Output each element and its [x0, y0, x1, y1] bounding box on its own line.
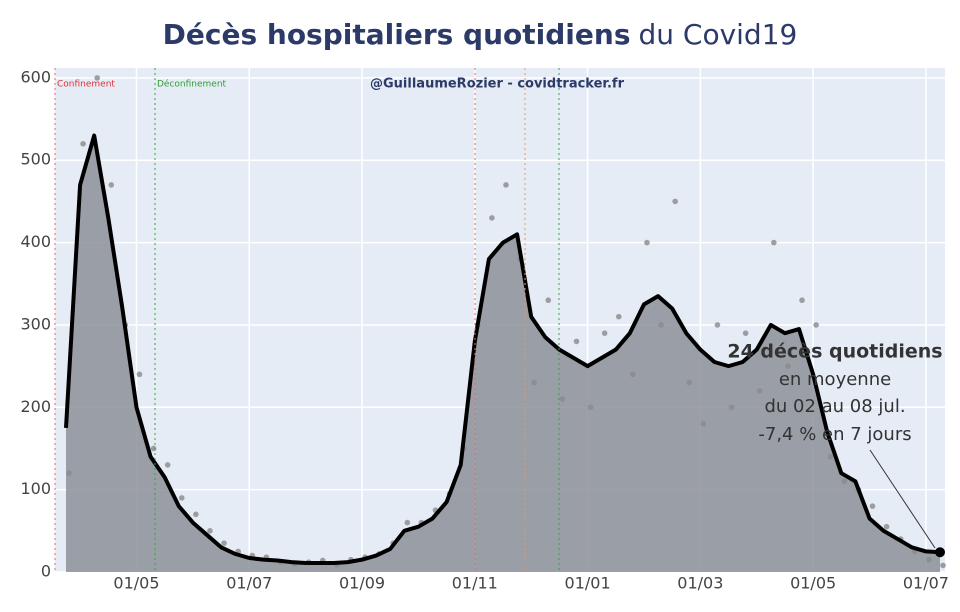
- daily-dot: [503, 182, 509, 188]
- daily-dot: [940, 562, 946, 569]
- y-tick-label: 0: [41, 562, 51, 581]
- daily-dot: [66, 470, 72, 476]
- daily-dot: [728, 404, 735, 411]
- daily-dot: [714, 322, 721, 328]
- daily-dot: [686, 379, 693, 386]
- daily-dot: [926, 556, 932, 563]
- daily-dot: [545, 297, 552, 304]
- daily-dot: [136, 371, 143, 378]
- daily-dot: [869, 503, 876, 509]
- daily-dot: [587, 404, 594, 411]
- daily-dot: [658, 322, 664, 328]
- y-tick-label: 100: [20, 479, 51, 498]
- daily-dot: [785, 363, 791, 369]
- daily-dot: [841, 478, 848, 485]
- line: [64, 133, 941, 565]
- daily-dot: [531, 379, 537, 386]
- title-suffix: du Covid19: [638, 18, 797, 51]
- y-tick-label: 500: [20, 150, 51, 169]
- daily-dot: [573, 338, 580, 345]
- y-tick-label: 400: [20, 232, 51, 251]
- x-tick-label: 01/05: [113, 574, 159, 593]
- x-tick-label: 01/01: [565, 574, 611, 593]
- end-point: [935, 547, 945, 558]
- daily-dot: [94, 75, 100, 81]
- daily-dot: [178, 495, 185, 501]
- x-tick-label: 01/11: [452, 574, 498, 593]
- daily-dot: [700, 420, 707, 427]
- daily-dot: [489, 215, 495, 221]
- chart-title: Décès hospitaliers quotidiens du Covid19: [163, 18, 798, 51]
- daily-dot: [756, 388, 763, 394]
- daily-dot: [813, 322, 819, 328]
- annotation-line: du 02 au 08 jul.: [764, 396, 905, 417]
- area: [66, 135, 940, 572]
- annotation-line: en moyenne: [779, 369, 891, 390]
- daily-dot: [193, 511, 199, 518]
- x-tick-label: 01/07: [903, 574, 949, 593]
- daily-dot: [108, 182, 115, 188]
- y-tick-label: 600: [20, 67, 51, 86]
- daily-dot: [644, 239, 650, 246]
- watermark: @GuillaumeRozier - covidtracker.fr: [370, 77, 625, 92]
- annotation-line: -7,4 % en 7 jours: [758, 424, 911, 445]
- daily-dot: [771, 239, 777, 246]
- x-tick-label: 01/05: [790, 574, 836, 593]
- y-tick-label: 200: [20, 397, 51, 416]
- daily-dot: [742, 330, 749, 336]
- title-main: Décès hospitaliers quotidiens: [163, 18, 631, 51]
- daily-dot: [164, 462, 171, 468]
- daily-dot: [221, 540, 227, 546]
- daily-dot: [883, 523, 890, 530]
- x-tick-label: 01/07: [226, 574, 272, 593]
- x-tick-label: 01/09: [339, 574, 385, 593]
- daily-dot: [615, 313, 622, 320]
- daily-dot: [559, 396, 566, 402]
- event-label: Confinement: [57, 80, 115, 90]
- daily-dot: [630, 371, 636, 378]
- daily-dot: [601, 330, 608, 336]
- daily-dot: [672, 198, 678, 205]
- event-label: Déconfinement: [157, 79, 227, 90]
- daily-dot: [827, 453, 834, 460]
- daily-dot: [799, 297, 805, 304]
- annotation-arrow: [869, 449, 936, 549]
- annotation-line: 24 décès quotidiens: [727, 341, 942, 363]
- daily-dot: [150, 445, 157, 452]
- marks: [64, 75, 946, 572]
- x-tick-label: 01/03: [677, 574, 723, 593]
- y-tick-label: 300: [20, 314, 51, 333]
- daily-dot: [404, 519, 411, 526]
- daily-dot: [207, 528, 213, 534]
- daily-dot: [80, 140, 86, 147]
